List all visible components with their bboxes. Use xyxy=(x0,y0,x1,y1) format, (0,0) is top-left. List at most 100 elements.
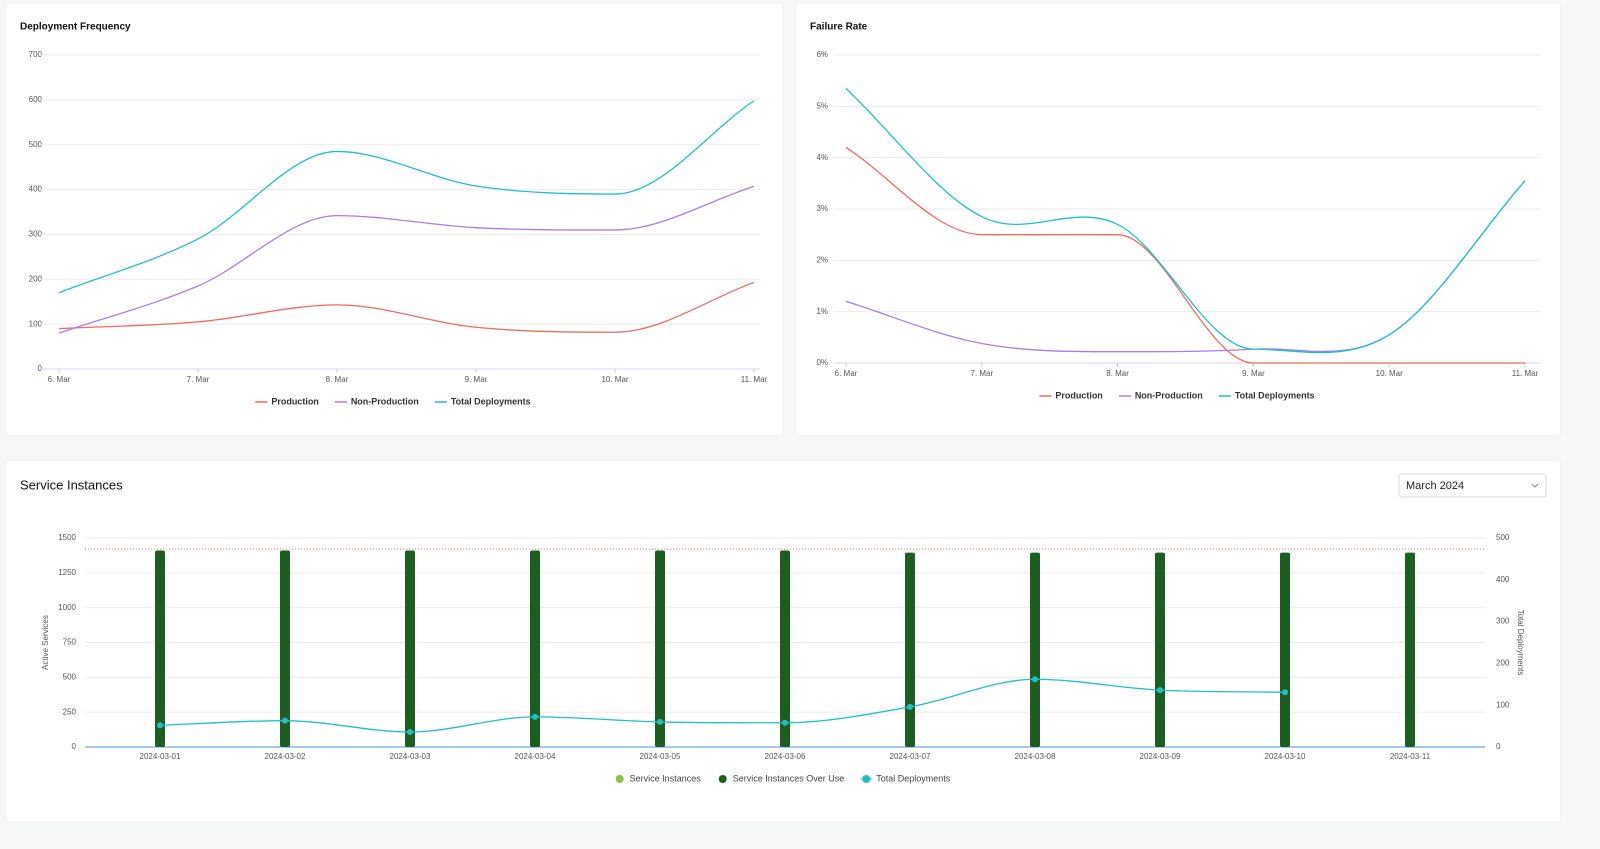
point xyxy=(1282,689,1288,696)
point xyxy=(907,703,913,710)
bar xyxy=(1030,552,1040,747)
x-tick-label: 2024-03-07 xyxy=(890,752,931,761)
x-tick-label: 2024-03-11 xyxy=(1390,752,1431,761)
y2-tick-label: 100 xyxy=(1496,700,1510,709)
x-tick-label: 11. Mar xyxy=(1512,369,1539,378)
x-tick-label: 2024-03-05 xyxy=(640,752,681,761)
select-value[interactable]: March 2024 xyxy=(1406,480,1464,492)
y-tick-label: 3% xyxy=(816,204,828,213)
line xyxy=(58,281,755,333)
y2-tick-label: 300 xyxy=(1496,617,1510,626)
x-tick-label: 2024-03-02 xyxy=(265,752,306,761)
x-tick-label: 2024-03-10 xyxy=(1265,752,1306,761)
bar xyxy=(655,550,665,747)
bar xyxy=(530,550,540,747)
legend-swatch xyxy=(718,775,727,783)
point xyxy=(532,713,538,720)
bar xyxy=(155,550,165,747)
x-tick-label: 9. Mar xyxy=(1242,369,1265,378)
y-tick-label: 0 xyxy=(72,742,77,751)
x-tick-label: 8. Mar xyxy=(326,375,349,384)
bar xyxy=(1280,552,1290,747)
y2-axis-label: Total Deployments xyxy=(1516,610,1525,676)
y2-tick-label: 500 xyxy=(1496,533,1510,542)
x-tick-label: 6. Mar xyxy=(835,369,858,378)
x-tick-label: 10. Mar xyxy=(1376,369,1403,378)
legend-label: Total Deployments xyxy=(451,396,531,406)
bar xyxy=(405,550,415,747)
line xyxy=(845,87,1526,354)
legend-label: Total Deployments xyxy=(876,773,951,783)
legend-label: Service Instances Over Use xyxy=(733,773,845,783)
x-tick-label: 8. Mar xyxy=(1106,369,1129,378)
x-tick-label: 9. Mar xyxy=(465,375,488,384)
x-tick-label: 7. Mar xyxy=(187,375,210,384)
y-tick-label: 300 xyxy=(29,230,43,239)
legend-label: Non-Production xyxy=(351,396,419,406)
chevron xyxy=(1531,483,1539,488)
y-tick-label: 500 xyxy=(29,140,43,149)
legend-label: Production xyxy=(271,396,319,406)
line xyxy=(58,185,755,334)
legend-swatch xyxy=(862,775,871,783)
x-tick-label: 6. Mar xyxy=(48,375,71,384)
line xyxy=(845,146,1525,364)
y-tick-label: 0% xyxy=(816,358,828,367)
legend-label: Total Deployments xyxy=(1235,390,1315,400)
y-tick-label: 200 xyxy=(29,274,43,283)
y2-tick-label: 400 xyxy=(1496,575,1510,584)
legend-label: Production xyxy=(1055,390,1103,400)
y-axis-label: Active Services xyxy=(41,615,50,670)
y-tick-label: 5% xyxy=(816,101,828,110)
bar xyxy=(780,550,790,747)
card xyxy=(794,2,1562,437)
y-tick-label: 100 xyxy=(29,319,43,328)
x-tick-label: 2024-03-06 xyxy=(765,752,806,761)
point xyxy=(782,719,788,726)
y2-tick-label: 200 xyxy=(1496,659,1510,668)
point xyxy=(1032,676,1038,683)
chart-title: Deployment Frequency xyxy=(20,22,131,33)
legend-label: Service Instances xyxy=(630,773,702,783)
line xyxy=(159,678,1286,733)
x-tick-label: 2024-03-04 xyxy=(515,752,556,761)
bar xyxy=(1405,552,1415,747)
y-tick-label: 600 xyxy=(29,95,43,104)
y-tick-label: 1000 xyxy=(58,603,76,612)
point xyxy=(407,728,413,735)
point xyxy=(282,717,288,724)
x-tick-label: 7. Mar xyxy=(970,369,993,378)
point xyxy=(657,718,663,725)
x-tick-label: 11. Mar xyxy=(741,375,768,384)
select-box[interactable] xyxy=(1398,473,1547,498)
chart-title: Service Instances xyxy=(20,477,123,492)
month-select[interactable]: March 2024 xyxy=(1398,473,1547,498)
x-tick-label: 2024-03-09 xyxy=(1140,752,1181,761)
line xyxy=(58,100,755,294)
y-tick-label: 1250 xyxy=(58,568,76,577)
x-tick-label: 2024-03-01 xyxy=(140,752,181,761)
y-tick-label: 700 xyxy=(29,50,43,59)
bar xyxy=(280,550,290,747)
y-tick-label: 1500 xyxy=(58,533,76,542)
legend-label: Non-Production xyxy=(1135,390,1203,400)
y-tick-label: 250 xyxy=(63,707,77,716)
x-tick-label: 2024-03-03 xyxy=(390,752,431,761)
point xyxy=(157,722,163,729)
bar xyxy=(905,552,915,747)
y-tick-label: 4% xyxy=(816,153,828,162)
bar xyxy=(1155,552,1165,747)
y-tick-label: 1% xyxy=(816,307,828,316)
y-tick-label: 6% xyxy=(816,50,828,59)
y-tick-label: 2% xyxy=(816,255,828,264)
y-tick-label: 400 xyxy=(29,185,43,194)
legend-swatch xyxy=(615,775,624,783)
y2-tick-label: 0 xyxy=(1496,742,1501,751)
y-tick-label: 750 xyxy=(63,638,77,647)
chart-title: Failure Rate xyxy=(810,22,868,33)
x-tick-label: 2024-03-08 xyxy=(1015,752,1056,761)
point xyxy=(1157,687,1163,694)
x-tick-label: 10. Mar xyxy=(601,375,628,384)
